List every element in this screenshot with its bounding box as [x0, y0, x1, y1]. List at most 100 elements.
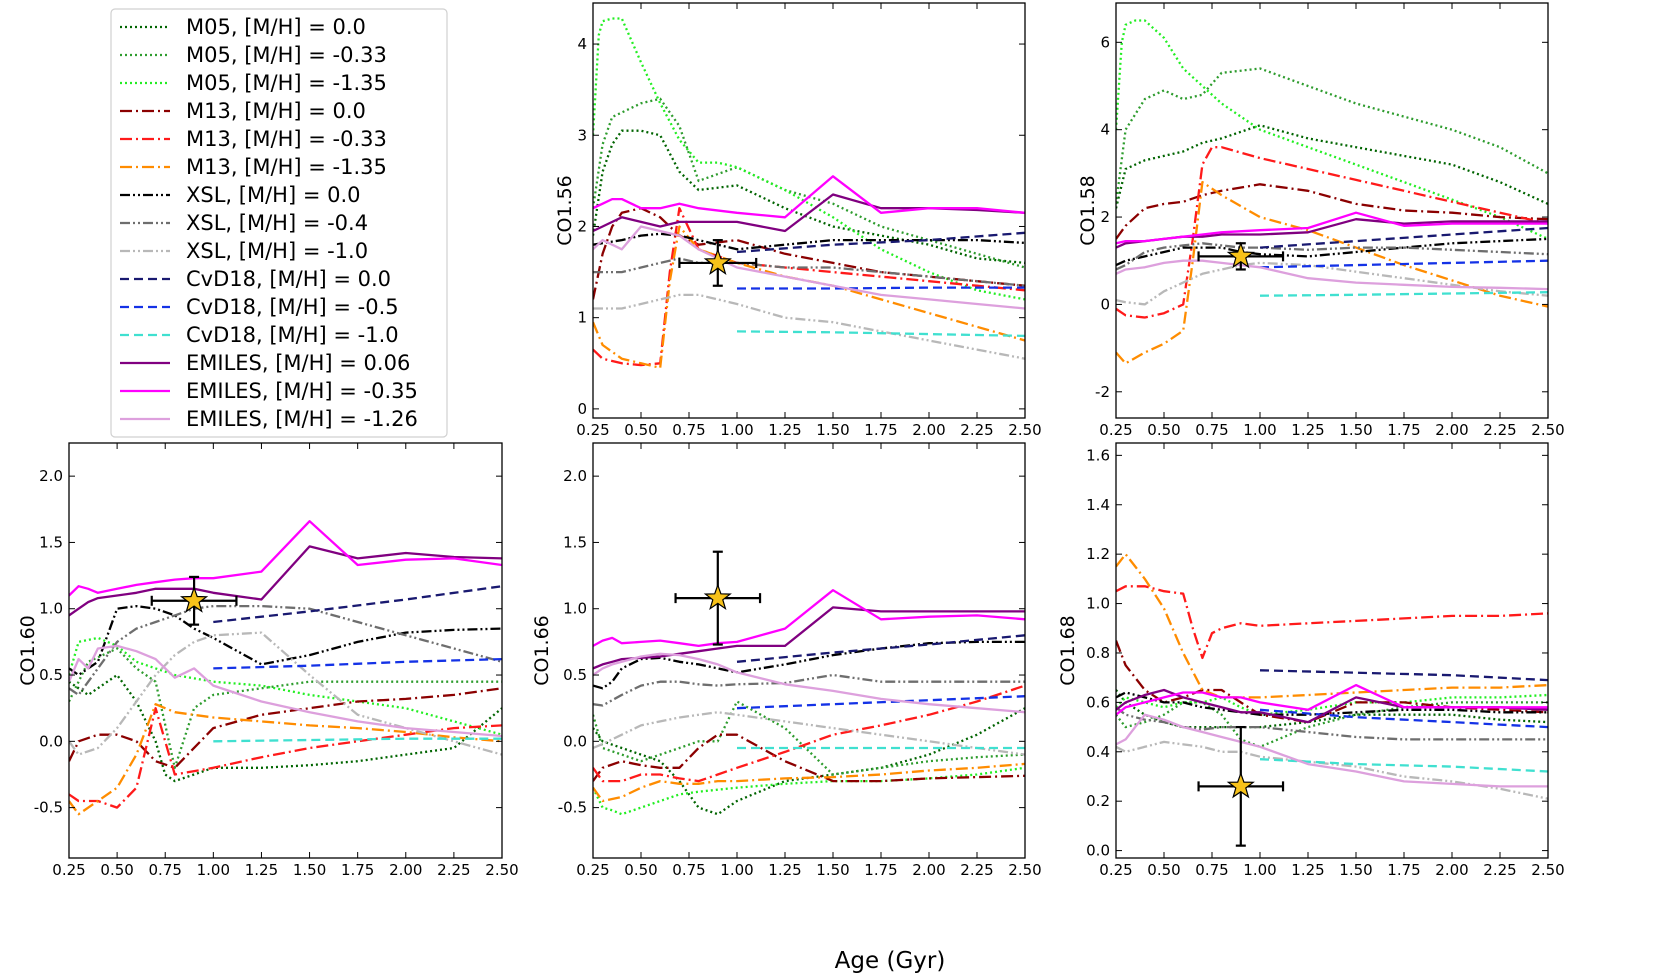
legend-label: CvD18, [M/H] = 0.0: [186, 267, 391, 291]
panel-co1p60-xtick-label: 0.50: [100, 861, 133, 879]
panel-co1p68-series-emiles-mh-1p26: [1116, 713, 1548, 788]
panel-co1p60-star-marker: [180, 586, 209, 613]
panel-co1p68-series-m05-mh-1p35: [1116, 693, 1548, 716]
panel-co1p68-xtick-label: 1.00: [1243, 861, 1276, 879]
legend-label: M13, [M/H] = -1.35: [186, 155, 387, 179]
panel-co1p58-xtick-label: 0.25: [1099, 421, 1132, 439]
legend-label: EMILES, [M/H] = 0.06: [186, 351, 410, 375]
panel-co1p58-series-m05-mh-0p0: [1116, 124, 1548, 209]
panel-co1p60-xtick-label: 1.75: [341, 861, 374, 879]
panel-co1p66-series-m05-mh-0p0: [593, 707, 1025, 816]
panel-co1p68-ytick-label: 0.4: [1086, 743, 1110, 761]
legend: M05, [M/H] = 0.0 M05, [M/H] = -0.33 M05, […: [110, 8, 448, 438]
panel-co1p68-series-cvd18-mh-1p0: [1259, 758, 1548, 773]
panel-co1p60-series-m05-mh-0p0: [69, 673, 502, 783]
panel-co1p66-series-emiles-mh-0p06: [593, 606, 1025, 670]
panel-co1p56-xtick-label: 1.75: [864, 421, 897, 439]
panel-co1p58-xtick-label: 1.00: [1243, 421, 1276, 439]
panel-co1p60-series-cvd18-mh-1p0: [213, 737, 502, 743]
panel-co1p58-series-group: [1116, 19, 1548, 365]
panel-co1p68-series-emiles-mh-0p35: [1116, 683, 1548, 716]
panel-co1p60-series-cvd18-mh-0p0: [213, 585, 502, 624]
panel-co1p66-y-axis-label: CO1.66: [531, 615, 553, 686]
panel-co1p56-y-axis-label: CO1.56: [554, 175, 576, 246]
panel-co1p58-series-cvd18-mh-0p0: [1259, 226, 1548, 249]
panel-co1p66-ytick-label: 1.0: [563, 600, 587, 618]
legend-entry-emiles-mh-0p35: EMILES, [M/H] = -0.35: [120, 379, 418, 403]
panel-co1p56-series-cvd18-mh-0p0: [736, 231, 1025, 254]
panel-co1p68-ytick-label: 0.0: [1086, 842, 1110, 860]
panel-co1p60-series-m13-mh-0p0: [69, 687, 502, 769]
panel-co1p56-xtick-label: 1.00: [720, 421, 753, 439]
panel-co1p60-xtick-label: 1.00: [197, 861, 230, 879]
panel-co1p56-ytick-label: 4: [577, 35, 587, 53]
panel-co1p56-xtick-label: 1.50: [816, 421, 849, 439]
panel-co1p58-series-m13-mh-0p0: [1116, 183, 1548, 240]
panel-co1p58-xtick-label: 2.50: [1531, 421, 1564, 439]
legend-label: XSL, [M/H] = -0.4: [186, 211, 368, 235]
panel-co1p68-axes-frame: [1115, 442, 1549, 859]
panel-co1p56-series-cvd18-mh-1p0: [736, 330, 1025, 338]
panel-co1p68-xtick-label: 0.25: [1099, 861, 1132, 879]
panel-co1p66-axes-frame: [592, 442, 1026, 859]
panel-co1p58-series-m13-mh-0p33: [1116, 146, 1548, 319]
panel-co1p68-ytick-label: 1.4: [1086, 496, 1110, 514]
panel-co1p56-series-xsl-mh-0p4: [593, 257, 1025, 287]
panel-co1p58-ytick-label: 4: [1100, 121, 1110, 139]
panel-co1p58-ytick-label: 2: [1100, 208, 1110, 226]
panel-co1p56-series-cvd18-mh-0p5: [737, 286, 1025, 290]
panel-co1p66-xtick-label: 1.50: [816, 861, 849, 879]
legend-entry-m13-mh-0p33: M13, [M/H] = -0.33: [120, 127, 387, 151]
panel-co1p68-ytick-label: 1.0: [1086, 595, 1110, 613]
panel-co1p58-xtick-label: 1.25: [1291, 421, 1324, 439]
panel-co1p68-star-marker: [1226, 771, 1255, 799]
panels: 0.25 0.50 0.75 1.00 1.25 1.50 1.75 2.00 2.25 2.50…: [17, 2, 1565, 879]
panel-co1p68-ytick-label: 0.8: [1086, 644, 1110, 662]
panel-co1p56-series-xsl-mh-1p0: [593, 293, 1025, 360]
legend-entry-xsl-mh-1p0: XSL, [M/H] = -1.0: [120, 239, 368, 263]
panel-co1p66-xtick-label: 1.00: [720, 861, 753, 879]
legend-entry-m05-mh-1p35: M05, [M/H] = -1.35: [120, 71, 387, 95]
panel-co1p66: 0.25 0.50 0.75 1.00 1.25 1.50 1.75 2.00 2.25 2.50…: [531, 442, 1042, 879]
legend-label: M13, [M/H] = -0.33: [186, 127, 387, 151]
panel-co1p68-series-m13-mh-1p35: [1116, 553, 1548, 699]
panel-co1p56-ytick-label: 0: [577, 400, 587, 418]
panel-co1p60-series-m05-mh-1p35: [69, 636, 502, 736]
panel-co1p58-series-m13-mh-1p35: [1116, 180, 1548, 365]
panel-co1p58-series-m05-mh-0p33: [1116, 67, 1548, 205]
panel-co1p66-xtick-label: 1.25: [768, 861, 801, 879]
panel-co1p56-axes-frame: [592, 2, 1026, 419]
panel-co1p60-xtick-label: 1.25: [245, 861, 278, 879]
panel-co1p68-xtick-label: 1.75: [1387, 861, 1420, 879]
panel-co1p66-observation: [674, 550, 762, 646]
panel-co1p68-ytick-label: 1.2: [1086, 545, 1110, 563]
legend-entry-cvd18-mh-0p0: CvD18, [M/H] = 0.0: [120, 267, 391, 291]
panel-co1p56-series-group: [593, 17, 1025, 369]
legend-entry-m05-mh-0p0: M05, [M/H] = 0.0: [120, 15, 366, 39]
panel-co1p56-series-emiles-mh-1p26: [593, 225, 1025, 310]
legend-label: M05, [M/H] = -1.35: [186, 71, 387, 95]
panel-co1p68-ytick-label: 0.2: [1086, 792, 1110, 810]
panel-co1p60-series-xsl-mh-1p0: [69, 631, 502, 756]
panel-co1p66-xtick-label: 0.75: [672, 861, 705, 879]
panel-co1p60-ytick-label: 1.5: [39, 533, 63, 551]
panel-co1p66-xtick-label: 1.75: [864, 861, 897, 879]
panel-co1p60-axes-frame: [68, 442, 503, 859]
legend-label: XSL, [M/H] = 0.0: [186, 183, 360, 207]
panel-co1p56-series-m13-mh-0p33: [593, 207, 1025, 367]
panel-co1p68-series-xsl-mh-1p0: [1116, 740, 1548, 800]
panel-co1p66-series-m13-mh-0p33: [593, 684, 1025, 783]
panel-co1p68-series-cvd18-mh-0p5: [1259, 708, 1548, 729]
legend-label: M13, [M/H] = 0.0: [186, 99, 366, 123]
panel-co1p60: 0.25 0.50 0.75 1.00 1.25 1.50 1.75 2.00 2.25 2.50…: [17, 442, 519, 879]
legend-entry-m13-mh-1p35: M13, [M/H] = -1.35: [120, 155, 387, 179]
panel-co1p68-xtick-label: 1.50: [1339, 861, 1372, 879]
panel-co1p60-ytick-label: 1.0: [39, 600, 63, 618]
panel-co1p56-xtick-label: 0.75: [672, 421, 705, 439]
panel-co1p60-xtick-label: 0.25: [52, 861, 85, 879]
panel-co1p66-series-m05-mh-0p33: [593, 700, 1025, 776]
legend-entry-cvd18-mh-1p0: CvD18, [M/H] = -1.0: [120, 323, 399, 347]
panel-co1p56-star-marker: [703, 248, 732, 275]
panel-co1p60-xtick-label: 2.25: [437, 861, 470, 879]
panel-co1p66-xtick-label: 2.00: [912, 861, 945, 879]
